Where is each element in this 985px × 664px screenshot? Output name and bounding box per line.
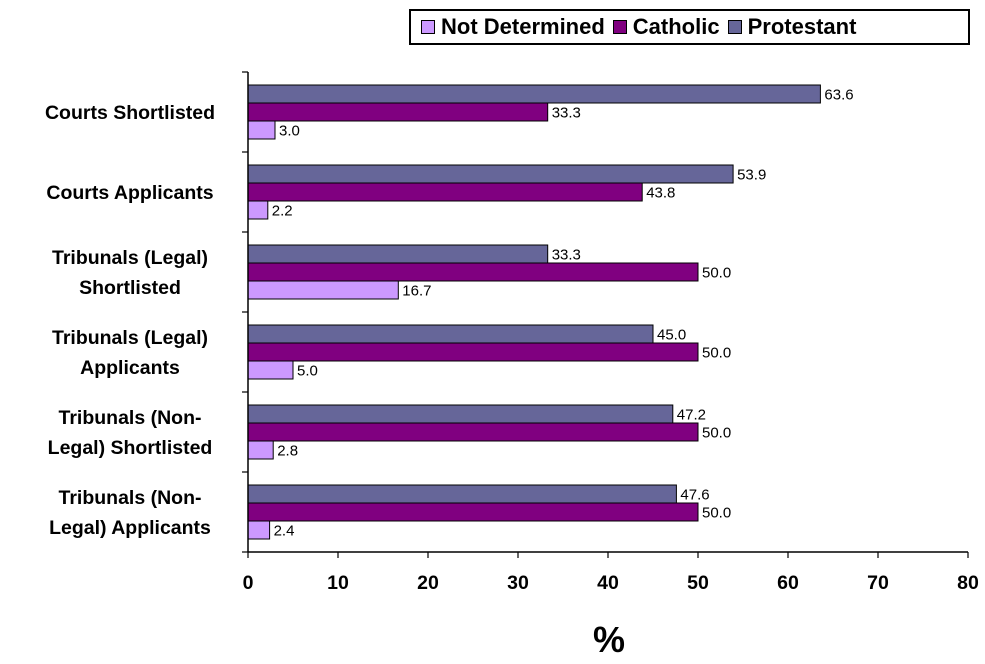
data-label-protestant-5: 47.6	[680, 487, 709, 504]
bar-protestant-4	[247, 404, 674, 424]
category-label-0: Courts Shortlisted	[45, 102, 215, 124]
legend-swatch-protestant	[727, 20, 742, 34]
data-label-not-determined-0: 3.0	[279, 123, 300, 140]
bar-protestant-1	[247, 164, 734, 184]
data-label-protestant-2: 33.3	[552, 247, 581, 264]
bar-not-determined-1	[247, 200, 269, 220]
bar-catholic-1	[247, 182, 643, 202]
data-label-catholic-3: 50.0	[702, 345, 731, 362]
bar-not-determined-3	[247, 360, 294, 380]
bar-protestant-0	[247, 84, 821, 104]
legend-swatch-catholic	[612, 20, 627, 34]
bar-catholic-3	[247, 342, 699, 362]
bar-catholic-5	[247, 502, 699, 522]
data-label-protestant-3: 45.0	[657, 327, 686, 344]
bar-not-determined-5	[247, 520, 271, 540]
legend-item-not-determined: Not Determined	[421, 14, 605, 40]
bar-catholic-0	[247, 102, 549, 122]
data-label-protestant-0: 63.6	[824, 87, 853, 104]
bar-not-determined-0	[247, 120, 276, 140]
data-label-catholic-2: 50.0	[702, 265, 731, 282]
bar-not-determined-2	[247, 280, 399, 300]
legend-label-protestant: Protestant	[747, 14, 857, 39]
bar-not-determined-4	[247, 440, 274, 460]
category-label-5: Tribunals (Non-Legal) Applicants	[49, 487, 211, 539]
chart-legend: Not Determined Catholic Protestant	[409, 9, 970, 45]
data-label-not-determined-3: 5.0	[297, 363, 318, 380]
x-tick-label-0: 0	[243, 572, 254, 594]
legend-item-catholic: Catholic	[612, 14, 720, 40]
data-label-not-determined-4: 2.8	[277, 443, 298, 460]
x-axis-title: %	[593, 619, 625, 660]
data-label-catholic-0: 33.3	[552, 105, 581, 122]
x-tick-label-80: 80	[957, 572, 979, 594]
x-tick-label-60: 60	[777, 572, 799, 594]
data-label-catholic-1: 43.8	[646, 185, 675, 202]
data-label-catholic-4: 50.0	[702, 425, 731, 442]
bar-protestant-5	[247, 484, 677, 504]
legend-item-protestant: Protestant	[727, 14, 857, 40]
x-tick-label-40: 40	[597, 572, 619, 594]
bar-catholic-2	[247, 262, 699, 282]
data-label-protestant-1: 53.9	[737, 167, 766, 184]
data-label-not-determined-1: 2.2	[272, 203, 293, 220]
bar-catholic-4	[247, 422, 699, 442]
legend-swatch-not-determined	[421, 20, 435, 34]
data-label-protestant-4: 47.2	[677, 407, 706, 424]
x-tick-label-10: 10	[327, 572, 349, 594]
category-label-3: Tribunals (Legal) Applicants	[52, 327, 208, 379]
data-label-not-determined-2: 16.7	[402, 283, 431, 300]
category-label-2: Tribunals (Legal) Shortlisted	[52, 247, 208, 299]
bar-protestant-2	[247, 244, 549, 264]
data-label-catholic-5: 50.0	[702, 505, 731, 522]
legend-label-not-determined: Not Determined	[441, 14, 605, 39]
legend-label-catholic: Catholic	[632, 14, 720, 39]
x-tick-label-30: 30	[507, 572, 529, 594]
category-label-4: Tribunals (Non-Legal) Shortlisted	[48, 407, 213, 459]
x-tick-label-20: 20	[417, 572, 439, 594]
bar-protestant-3	[247, 324, 654, 344]
x-tick-label-70: 70	[867, 572, 889, 594]
category-label-1: Courts Applicants	[46, 182, 213, 204]
data-label-not-determined-5: 2.4	[274, 523, 295, 540]
x-tick-label-50: 50	[687, 572, 709, 594]
